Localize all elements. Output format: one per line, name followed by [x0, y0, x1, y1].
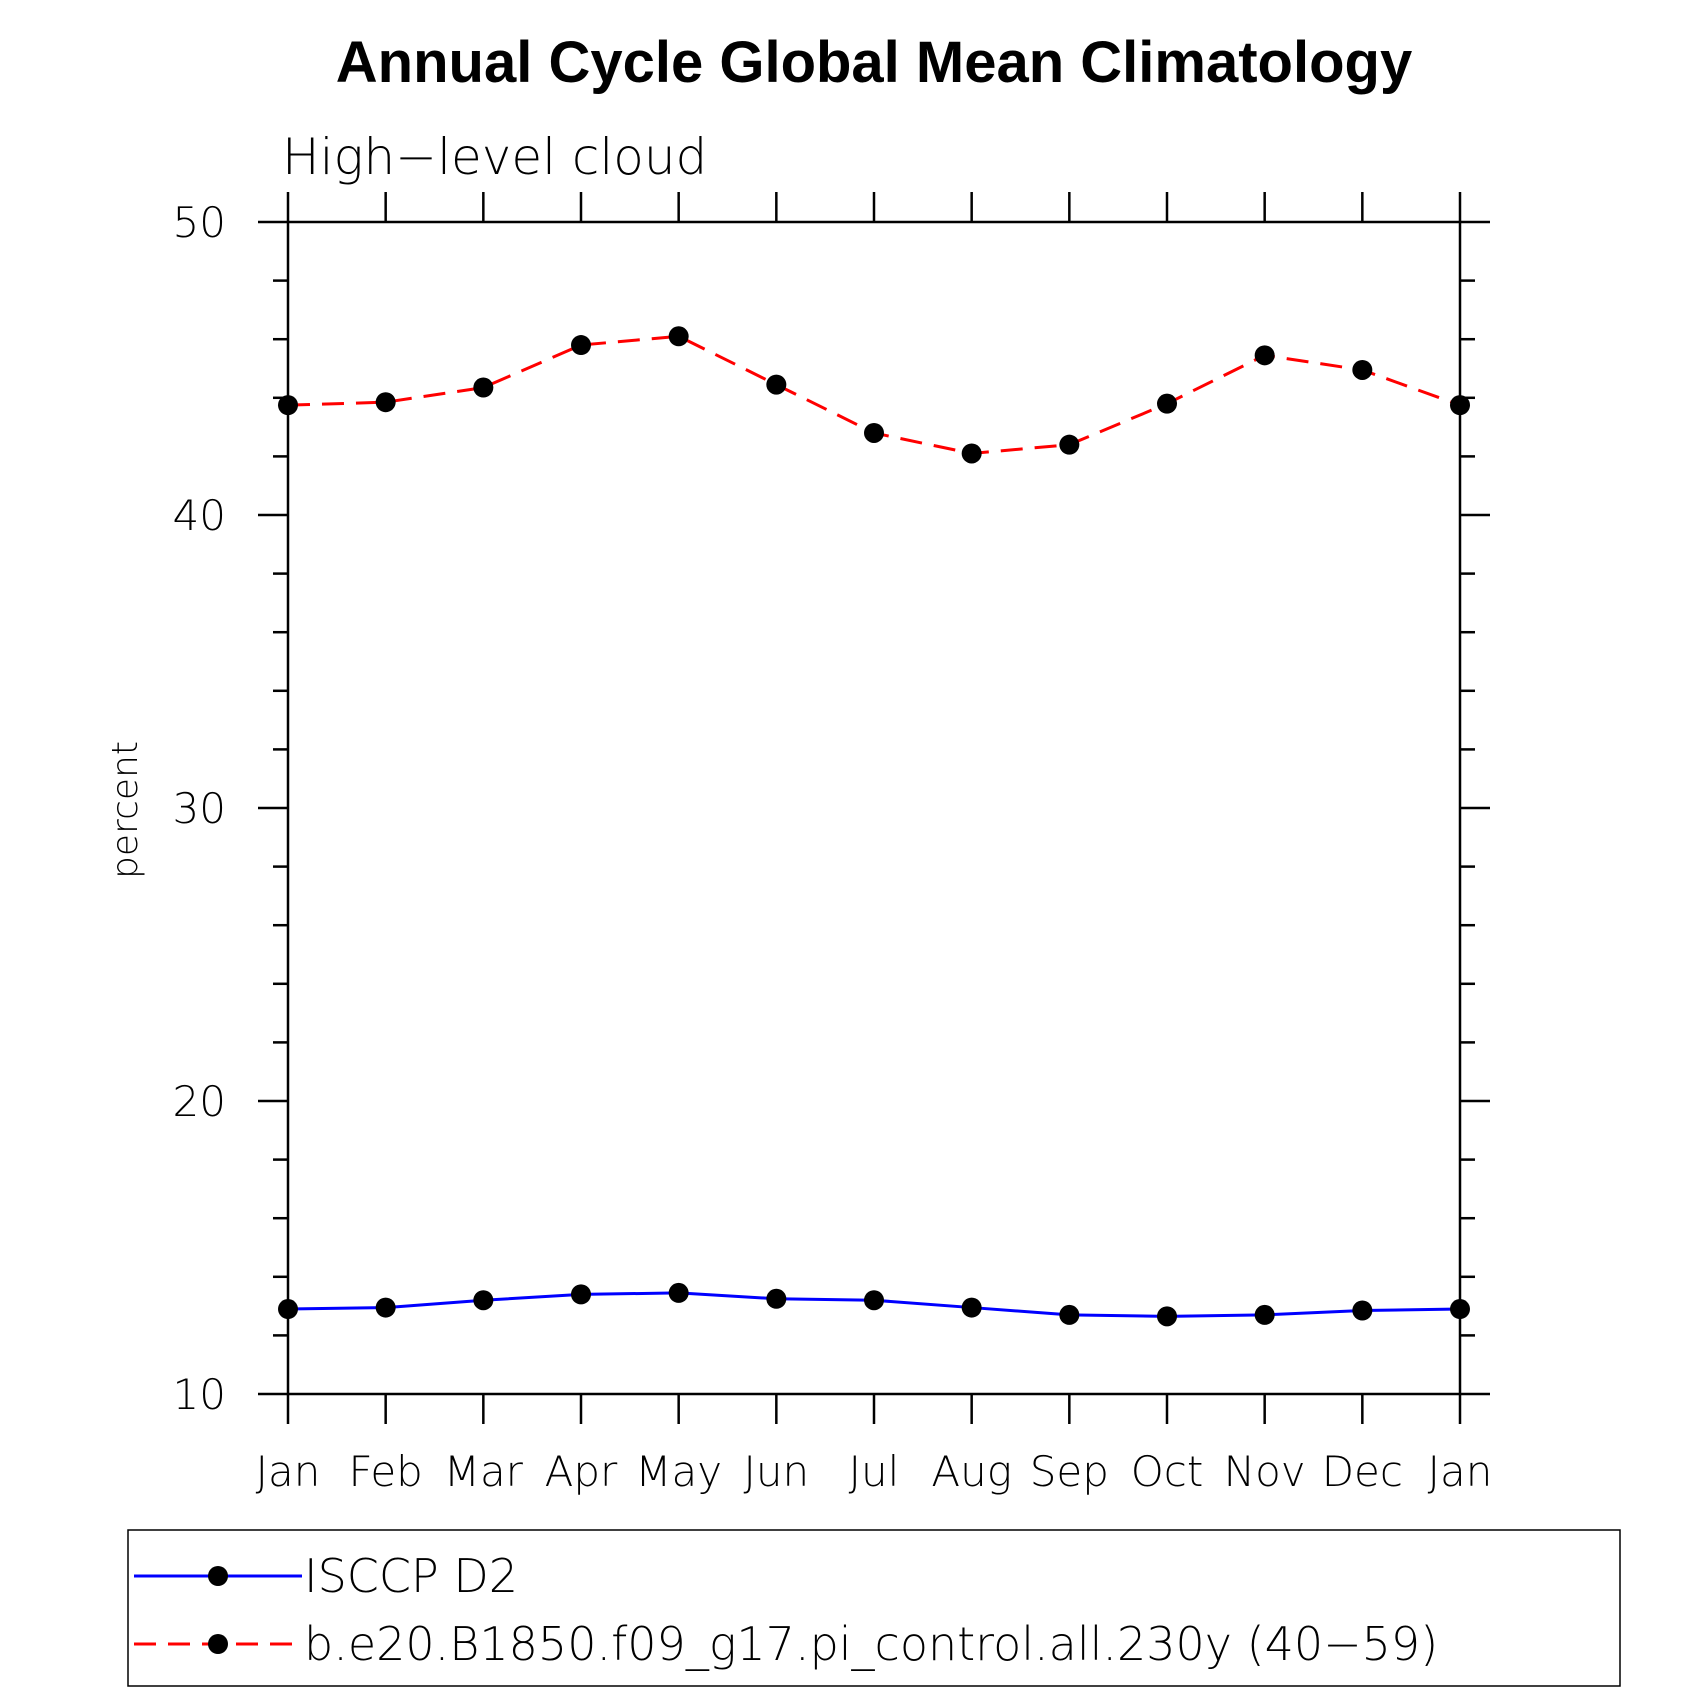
data-point-2: [1352, 359, 1373, 380]
data-point-2: [571, 335, 591, 356]
x-tick-label: Aug: [931, 1447, 1012, 1496]
data-point-1: [766, 1288, 787, 1309]
x-tick-label: Feb: [348, 1447, 422, 1496]
legend-label-2: b.e20.B1850.f09_g17.pi_control.all.230y …: [304, 1617, 1438, 1671]
data-point-1: [1352, 1300, 1373, 1321]
data-point-2: [1254, 345, 1275, 366]
y-tick-label: 20: [173, 1077, 226, 1126]
legend-marker-1: [208, 1566, 228, 1586]
x-tick-label: Nov: [1224, 1447, 1306, 1496]
data-point-2: [961, 443, 982, 464]
data-point-2: [278, 395, 298, 416]
data-point-2: [668, 326, 689, 347]
data-point-2: [864, 422, 884, 443]
y-tick-labels: 10 20 30 40 50: [173, 198, 226, 1419]
data-point-1: [1450, 1299, 1470, 1320]
data-point-2: [473, 377, 494, 398]
data-point-1: [375, 1297, 396, 1318]
legend-box: [127, 1529, 1621, 1687]
data-point-1: [1157, 1306, 1177, 1327]
x-tick-label: Oct: [1131, 1447, 1204, 1496]
tick-marks: [258, 192, 1490, 1424]
x-tick-label: Mar: [444, 1447, 524, 1496]
data-point-2: [766, 374, 787, 395]
x-tick-label: Apr: [545, 1447, 618, 1496]
data-point-2: [1157, 393, 1177, 414]
chart-subtitle: High−level cloud: [282, 128, 707, 186]
x-tick-label: Sep: [1030, 1447, 1109, 1496]
data-point-2: [375, 392, 396, 413]
data-point-1: [1059, 1304, 1080, 1325]
y-tick-label: 50: [173, 198, 226, 247]
y-tick-label: 10: [173, 1370, 226, 1419]
x-tick-label: Jan: [256, 1447, 321, 1496]
data-point-1: [278, 1299, 298, 1320]
data-point-2: [1450, 395, 1470, 416]
x-tick-labels: Jan Feb Mar Apr May Jun Jul Aug Sep Oct Nov Dec Jan: [256, 1447, 1493, 1496]
plot-frame: [286, 220, 1462, 1396]
chart-title: Annual Cycle Global Mean Climatology: [336, 30, 1412, 95]
y-tick-label: 40: [173, 491, 226, 540]
data-point-1: [961, 1297, 982, 1318]
data-point-1: [571, 1284, 591, 1305]
legend-marker-2: [208, 1634, 228, 1654]
data-point-1: [668, 1282, 689, 1303]
legend: ISCCP D2 b.e20.B1850.f09_g17.pi_control.a…: [134, 1549, 1438, 1671]
legend-label-1: ISCCP D2: [304, 1549, 518, 1603]
y-tick-label: 30: [173, 784, 226, 833]
data-point-1: [864, 1290, 884, 1311]
x-tick-label: May: [635, 1447, 722, 1496]
data-point-1: [1254, 1304, 1275, 1325]
x-tick-label: Dec: [1322, 1447, 1403, 1496]
data-point-2: [1059, 434, 1080, 455]
data-point-1: [473, 1290, 494, 1311]
x-tick-label: Jun: [744, 1447, 810, 1496]
x-tick-label: Jan: [1428, 1447, 1493, 1496]
x-tick-label: Jul: [849, 1447, 900, 1496]
series-group: [278, 326, 1470, 1327]
y-axis-label: percent: [105, 741, 146, 879]
